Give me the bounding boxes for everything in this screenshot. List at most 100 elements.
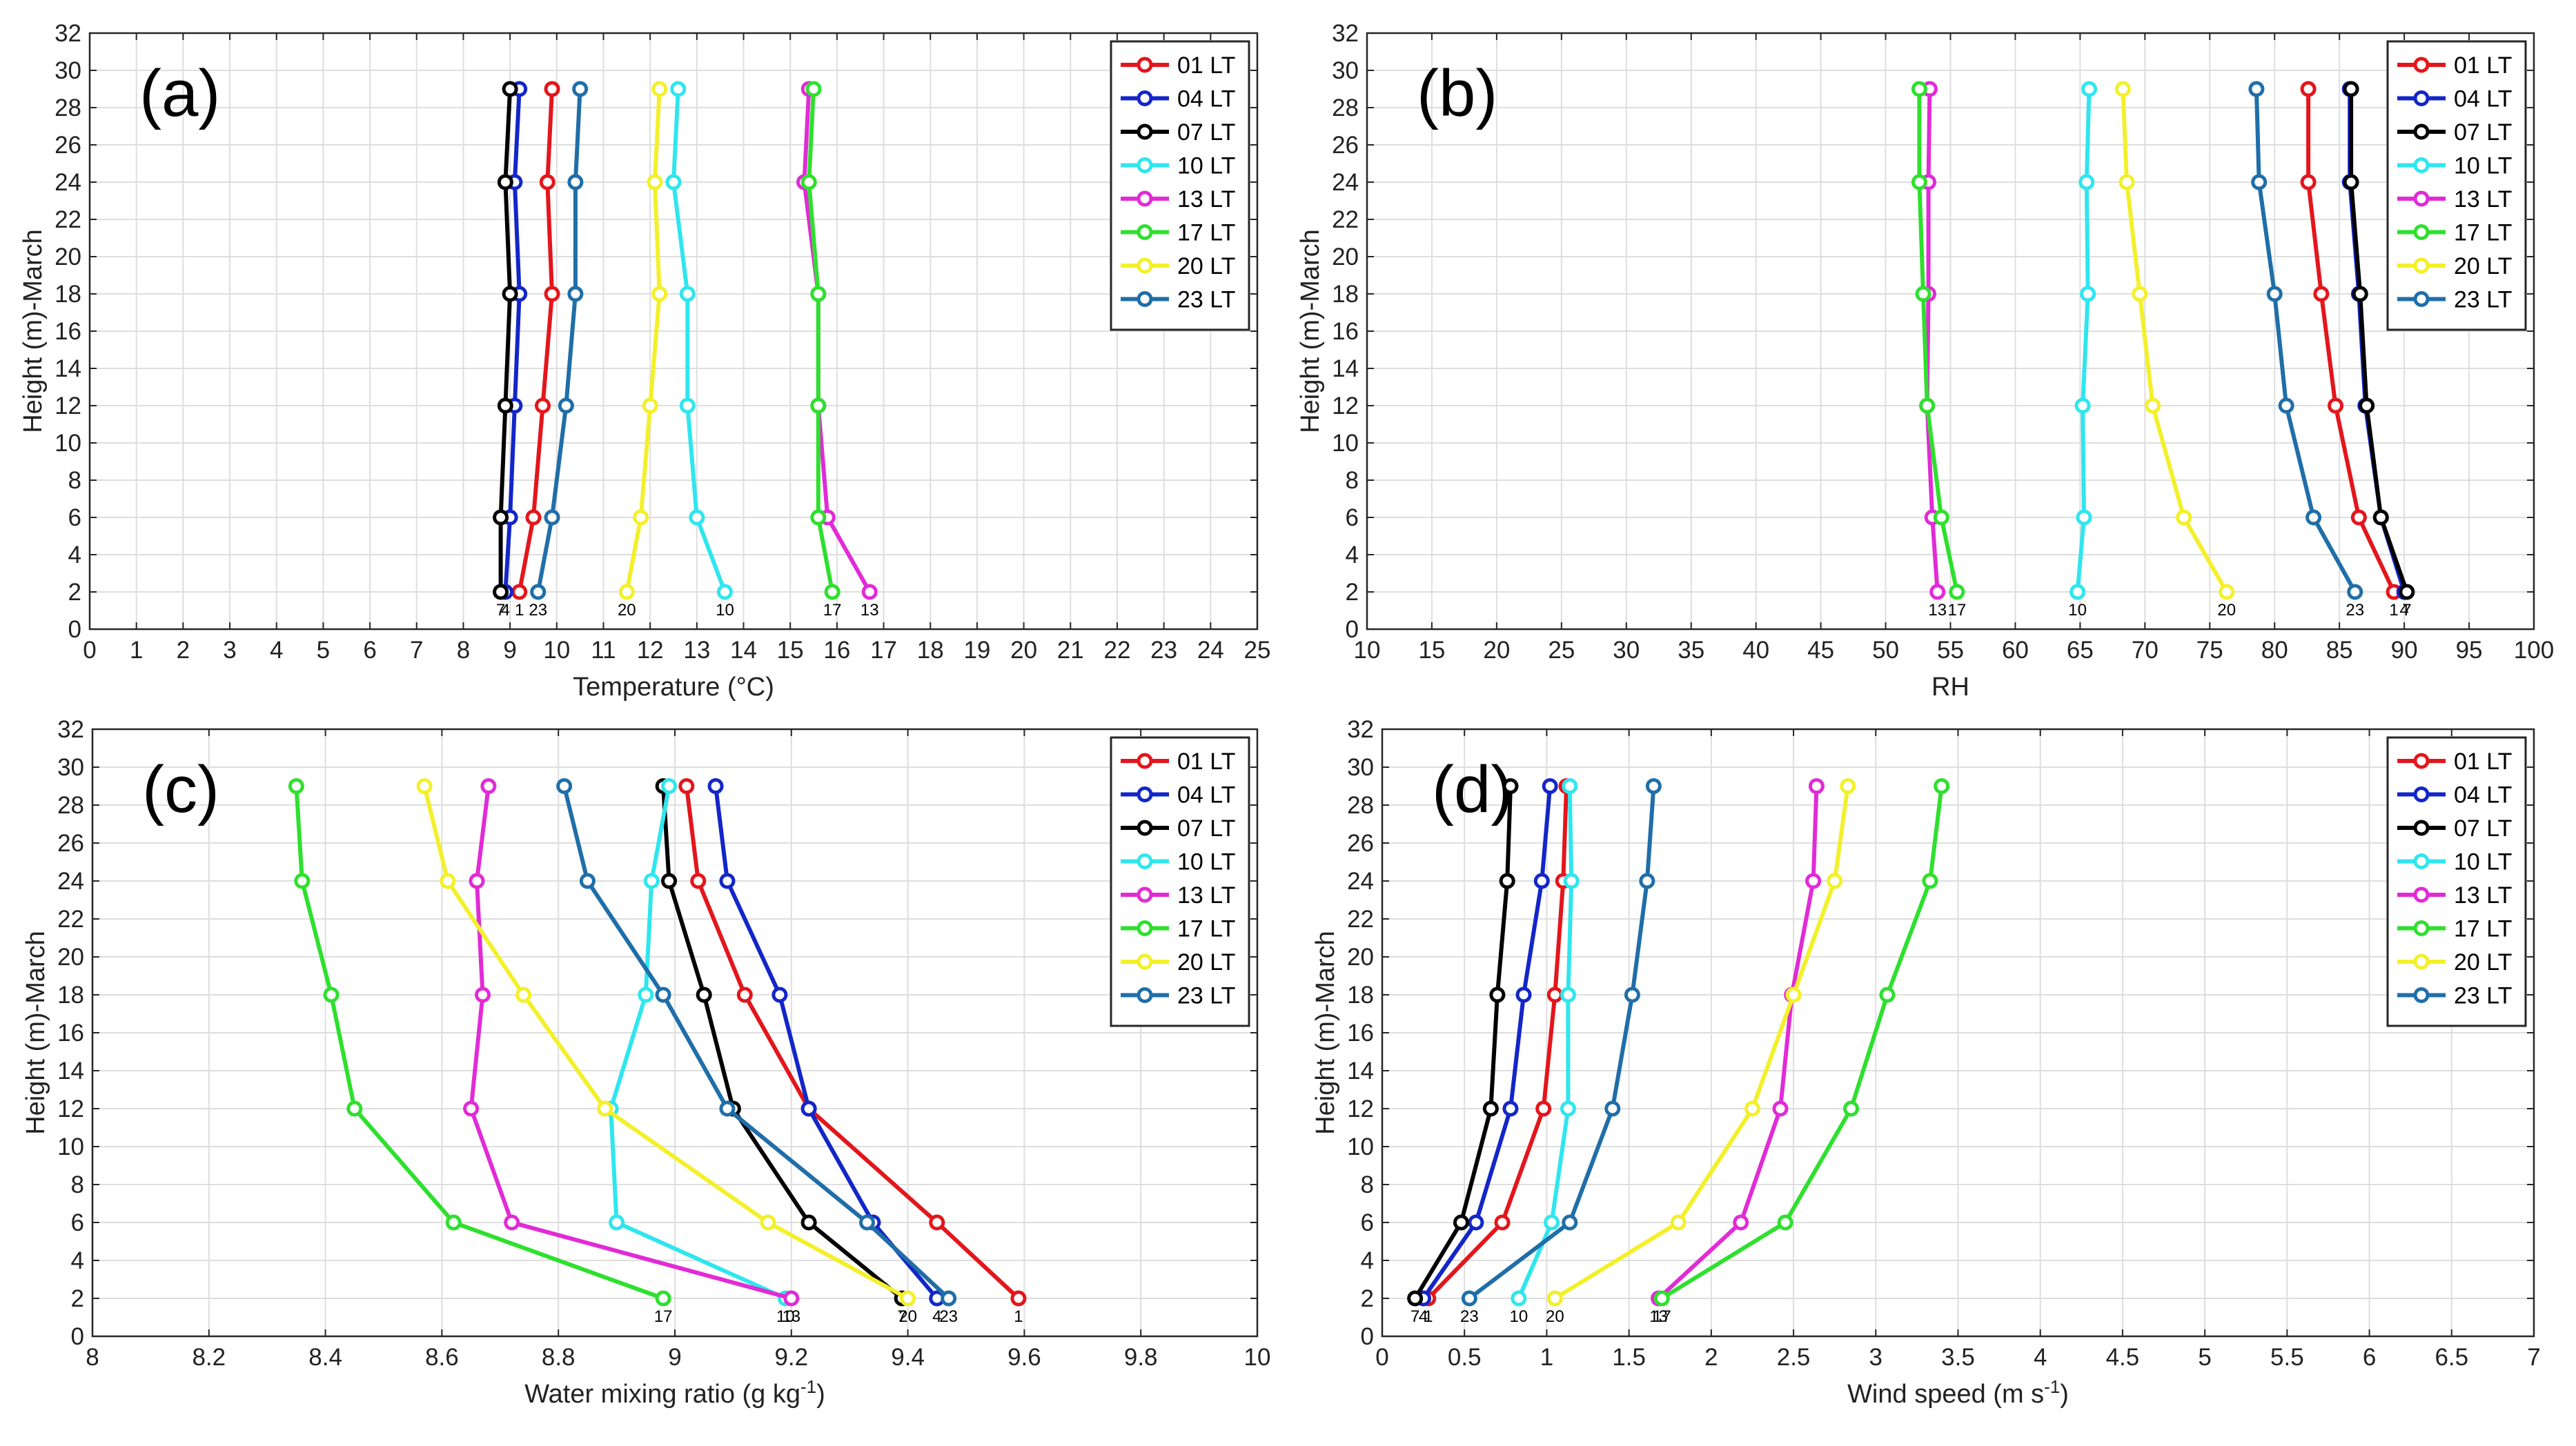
- hour-annotation: 17: [1653, 1307, 1671, 1326]
- hour-annotation: 7: [897, 1307, 906, 1326]
- hour-annotation: 20: [2217, 601, 2236, 620]
- data-point: [1805, 873, 1822, 889]
- panel-label: (c): [142, 753, 219, 826]
- hour-annotation: 13: [1649, 1307, 1668, 1326]
- y-tick-label: 28: [1332, 95, 1359, 121]
- y-tick-label: 32: [1332, 20, 1359, 47]
- series-line: [1660, 786, 1944, 1300]
- series-line: [1413, 786, 1513, 1300]
- x-tick-label: 23: [1150, 637, 1177, 664]
- x-tick-label: 1.5: [1612, 1344, 1646, 1371]
- series-line: [609, 785, 787, 1300]
- y-tick-label: 18: [55, 281, 81, 308]
- data-point: [2074, 397, 2091, 414]
- series-line: [469, 786, 792, 1300]
- data-point: [810, 397, 827, 414]
- x-tick-label: 6.5: [2435, 1344, 2468, 1371]
- data-point: [661, 873, 678, 889]
- legend-swatch-marker: [1137, 224, 1153, 240]
- series-line: [517, 88, 554, 593]
- legend-swatch-marker: [1137, 887, 1153, 903]
- chart-panel-3: 8 8.2 8.4 8.6 8.8 9 9.2 9.4 9.6 9.8 10024681012141…: [21, 716, 1270, 1409]
- legend-entry: 23 LT: [1177, 983, 1235, 1009]
- x-tick-label: 9.4: [891, 1344, 925, 1371]
- series-line: [1468, 786, 1656, 1300]
- x-tick-label: 16: [823, 637, 850, 664]
- data-point: [1785, 987, 1802, 1003]
- hour-annotation: 4: [2399, 601, 2408, 620]
- y-tick-label: 2: [1361, 1285, 1374, 1312]
- x-tick-label: 24: [1197, 637, 1224, 664]
- data-point: [719, 873, 736, 889]
- series-23-lt: 23: [2248, 81, 2364, 620]
- series-line: [625, 88, 662, 593]
- data-point: [1515, 987, 1532, 1003]
- data-point: [760, 1214, 776, 1231]
- data-point: [480, 778, 497, 794]
- data-point: [633, 509, 649, 526]
- data-point: [689, 509, 705, 526]
- x-tick-label: 45: [1807, 637, 1834, 664]
- data-point: [1639, 873, 1655, 889]
- y-axis-title: Height (m)-March: [21, 931, 50, 1135]
- data-point: [2343, 81, 2359, 97]
- legend-entry: 13 LT: [2454, 186, 2512, 212]
- data-point: [643, 873, 660, 889]
- x-tick-label: 19: [963, 637, 990, 664]
- y-tick-label: 12: [57, 1096, 84, 1122]
- x-tick-label: 14: [730, 637, 757, 664]
- data-point: [861, 584, 878, 600]
- data-point: [597, 1100, 613, 1117]
- data-point: [544, 509, 560, 526]
- series-line: [2306, 89, 2396, 593]
- data-point: [1546, 1290, 1563, 1307]
- legend-swatch-marker: [2413, 853, 2430, 869]
- data-point: [1843, 1100, 1860, 1117]
- x-tick-label: 9.2: [774, 1344, 808, 1371]
- x-tick-label: 22: [1103, 637, 1130, 664]
- legend-swatch-marker: [2413, 123, 2430, 140]
- x-tick-label: 4: [2034, 1344, 2047, 1371]
- legend-entry: 13 LT: [2454, 882, 2512, 909]
- panel-label: (a): [139, 57, 220, 130]
- x-tick-label: 90: [2391, 637, 2418, 664]
- y-tick-label: 14: [1347, 1058, 1374, 1084]
- data-point: [2219, 584, 2235, 600]
- y-tick-label: 6: [1346, 504, 1359, 531]
- hour-annotation: 23: [939, 1307, 958, 1326]
- series-01-lt: 1: [511, 81, 560, 620]
- series-23-lt: 23: [529, 81, 589, 620]
- chart-panel-4: 0 0.5 1 1.5 2 2.5 3 3.5 4 4.5 5 5.5 6 6.5 702468101214…: [1311, 716, 2541, 1409]
- legend-entry: 01 LT: [2454, 749, 2512, 775]
- legend-swatch-marker: [1137, 753, 1153, 769]
- legend-entry: 17 LT: [2454, 916, 2512, 942]
- legend-swatch-marker: [1137, 57, 1153, 73]
- data-point: [1879, 987, 1896, 1003]
- y-axis-title: Height (m)-March: [19, 229, 48, 433]
- legend-entry: 13 LT: [1177, 882, 1235, 909]
- data-point: [1562, 778, 1578, 794]
- hour-annotation: 1: [515, 601, 524, 620]
- legend-box: [2386, 40, 2527, 331]
- y-tick-label: 8: [1346, 467, 1359, 494]
- y-tick-label: 0: [71, 1323, 84, 1350]
- y-tick-label: 16: [1332, 318, 1359, 345]
- data-point: [2313, 286, 2330, 302]
- hour-annotation: 1: [1424, 1307, 1433, 1326]
- legend-swatch-marker: [2413, 953, 2430, 970]
- y-tick-label: 2: [68, 579, 81, 606]
- x-tick-label: 9: [503, 637, 516, 664]
- data-point: [1489, 987, 1506, 1003]
- data-point: [440, 873, 456, 889]
- series-line: [2121, 88, 2229, 593]
- data-point: [2305, 509, 2322, 526]
- data-point: [2081, 81, 2098, 97]
- y-tick-label: 16: [55, 318, 81, 345]
- y-tick-label: 20: [1332, 244, 1359, 270]
- panel-label: (d): [1432, 753, 1513, 826]
- series-17-lt: 17: [288, 778, 672, 1326]
- data-point: [1544, 1214, 1560, 1231]
- series-line: [807, 88, 835, 593]
- y-tick-label: 32: [1347, 716, 1374, 743]
- legend-box: [1110, 736, 1250, 1027]
